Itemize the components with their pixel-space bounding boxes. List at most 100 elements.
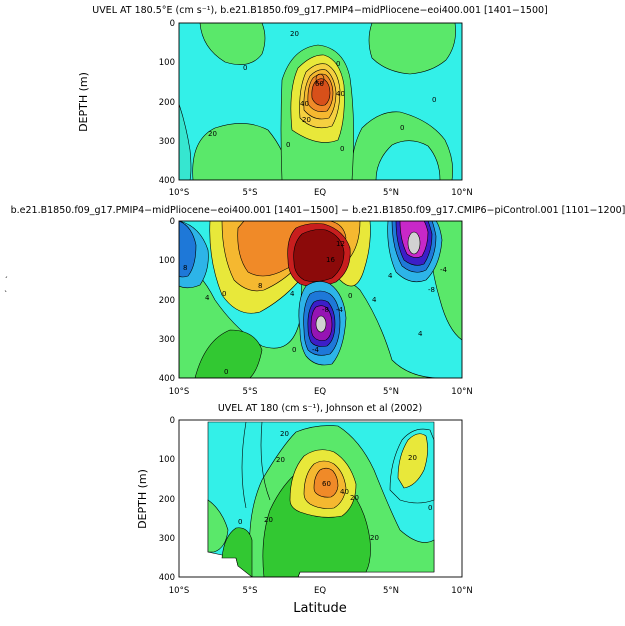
panel-2-xtick-0: 10°S bbox=[169, 387, 189, 397]
panel-2-clabel-8: -4 bbox=[336, 306, 344, 314]
panel-3-ytick-1: 100 bbox=[159, 455, 175, 465]
panel-3-region-sw-green bbox=[221, 527, 253, 577]
panel-1-clabel-9: 20 bbox=[208, 130, 217, 138]
panel-2-clabel-4: 12 bbox=[336, 240, 345, 248]
panel-2-region-blue-west bbox=[179, 221, 197, 278]
panel-3-title: UVEL AT 180 (cm s⁻¹), Johnson et al (200… bbox=[218, 403, 422, 414]
panel-2-clabel-10: -4 bbox=[312, 346, 320, 354]
panel-2-clabel-6: 4 bbox=[290, 290, 295, 298]
panel-2-clabel-14: -4 bbox=[440, 266, 448, 274]
panel-2-xtick-4: 10°N bbox=[451, 387, 472, 397]
panel-2-clabel-13: -8 bbox=[428, 286, 435, 294]
panel-1-clabel-0: 0 bbox=[243, 64, 247, 72]
panel-3-xtick-3: 5°N bbox=[383, 586, 399, 596]
panel-3-clabel-0: 20 bbox=[276, 456, 285, 464]
panel-1-ytick-3: 300 bbox=[159, 137, 175, 147]
panel-2-clabel-15: 4 bbox=[418, 330, 423, 338]
panel-2-clabel-0: 8 bbox=[183, 264, 187, 272]
panel-3-clabel-8: 0 bbox=[428, 504, 432, 512]
panel-3-clabel-9: 20 bbox=[280, 430, 289, 438]
panel-2-clabel-3: 8 bbox=[258, 282, 262, 290]
panel-1-clabel-6: 20 bbox=[302, 116, 311, 124]
panel-1-ytick-1: 100 bbox=[159, 58, 175, 68]
panel-1-xtick-2: EQ bbox=[314, 188, 326, 198]
panel-1-title: UVEL AT 180.5°E (cm s⁻¹), b.e21.B1850.f0… bbox=[92, 5, 548, 16]
panel-3-clabel-1: 20 bbox=[408, 454, 417, 462]
panel-2-region-green-deep bbox=[194, 329, 263, 378]
panel-1-xtick-0: 10°S bbox=[169, 188, 189, 198]
panel-1-clabel-11: 0 bbox=[400, 124, 404, 132]
panel-2-xtick-3: 5°N bbox=[383, 387, 399, 397]
panel-2-clabel-11: 0 bbox=[292, 346, 296, 354]
panel-1-core bbox=[315, 73, 325, 85]
panel-2-clabel-9: -8 bbox=[322, 306, 329, 314]
panel-2-ytick-4: 400 bbox=[159, 374, 175, 384]
panel-3-clabel-6: 0 bbox=[238, 518, 242, 526]
panel-1-clabel-2: 0 bbox=[336, 60, 340, 68]
panel-1-clabel-10: 0 bbox=[340, 145, 344, 153]
panel-2-clabel-5: 16 bbox=[326, 256, 335, 264]
panel-3-xtick-4: 10°N bbox=[451, 586, 472, 596]
panel-2-clabel-2: 0 bbox=[222, 290, 226, 298]
panel-3-ytick-4: 400 bbox=[159, 573, 175, 583]
panel-1-contour-60 bbox=[311, 78, 331, 106]
panel-2-xtick-2: EQ bbox=[314, 387, 326, 397]
panel-1-clabel-1: 20 bbox=[290, 30, 299, 38]
panel-3-clabel-2: 60 bbox=[322, 480, 331, 488]
panel-3-ytick-2: 200 bbox=[159, 495, 175, 505]
panel-2-clabel-17: 4 bbox=[372, 296, 377, 304]
panel-3: UVEL AT 180 (cm s⁻¹), Johnson et al (200… bbox=[136, 403, 473, 616]
panel-3-clabel-7: 20 bbox=[370, 534, 379, 542]
panel-1: UVEL AT 180.5°E (cm s⁻¹), b.e21.B1850.f0… bbox=[77, 5, 548, 198]
panel-3-contour-line-1 bbox=[241, 421, 247, 509]
panel-2-frame bbox=[178, 220, 463, 379]
panel-2-clabel-12: 4 bbox=[388, 272, 393, 280]
panel-1-xtick-3: 5°N bbox=[383, 188, 399, 198]
panel-2-field bbox=[179, 221, 462, 378]
side-mark-2: ˎ bbox=[4, 283, 8, 292]
panel-1-ytick-2: 200 bbox=[159, 98, 175, 108]
panel-2-ytick-3: 300 bbox=[159, 335, 175, 345]
panel-2-clabel-1: 4 bbox=[205, 294, 210, 302]
panel-3-ytick-3: 300 bbox=[159, 534, 175, 544]
panel-1-clabel-7: 0 bbox=[286, 141, 290, 149]
panel-3-clabel-5: 20 bbox=[264, 516, 273, 524]
panel-3-frame bbox=[178, 419, 463, 578]
panel-3-region-north-yellow bbox=[397, 433, 428, 489]
panel-3-region-green-left bbox=[207, 499, 229, 553]
panel-2-title: b.e21.B1850.f09_g17.PMIP4−midPliocene−eo… bbox=[11, 205, 625, 216]
panel-1-ylabel: DEPTH (m) bbox=[77, 72, 90, 132]
panel-2-neg-core bbox=[315, 315, 327, 333]
panel-1-region-north-cyan bbox=[375, 140, 441, 180]
panel-3-field bbox=[207, 421, 435, 577]
panel-2-clabel-16: 0 bbox=[224, 368, 228, 376]
panel-3-contour-line-2 bbox=[260, 421, 271, 501]
panel-3-region-north-green bbox=[389, 428, 435, 504]
panel-3-xtick-0: 10°S bbox=[169, 586, 189, 596]
panel-1-clabel-4: 60 bbox=[315, 80, 324, 88]
panel-1-region-sw-west bbox=[179, 103, 192, 180]
panel-1-region-north-green bbox=[368, 23, 456, 75]
panel-1-clabel-5: 40 bbox=[300, 100, 309, 108]
panel-1-region-top-left bbox=[199, 23, 266, 65]
panel-3-xtick-1: 5°S bbox=[242, 586, 257, 596]
panel-3-clabel-3: 40 bbox=[340, 488, 349, 496]
panel-1-field bbox=[179, 23, 462, 180]
panel-3-ytick-0: 0 bbox=[170, 416, 175, 426]
panel-1-ytick-0: 0 bbox=[170, 19, 175, 29]
panel-2-ytick-1: 100 bbox=[159, 256, 175, 266]
panel-1-clabel-3: 40 bbox=[336, 90, 345, 98]
panel-2-ytick-0: 0 bbox=[170, 217, 175, 227]
side-mark-1: ˏ bbox=[4, 269, 8, 278]
xaxis-label: Latitude bbox=[293, 601, 347, 616]
panel-1-xtick-1: 5°S bbox=[242, 188, 257, 198]
panel-3-ylabel: DEPTH (m) bbox=[136, 469, 149, 529]
panel-2-north-core bbox=[407, 231, 421, 255]
panel-2-ytick-2: 200 bbox=[159, 296, 175, 306]
panel-3-xtick-2: EQ bbox=[314, 586, 326, 596]
panel-1-ytick-4: 400 bbox=[159, 176, 175, 186]
panel-2: b.e21.B1850.f09_g17.PMIP4−midPliocene−eo… bbox=[4, 205, 625, 397]
panel-3-region-orange bbox=[313, 467, 339, 498]
panel-1-xtick-4: 10°N bbox=[451, 188, 472, 198]
